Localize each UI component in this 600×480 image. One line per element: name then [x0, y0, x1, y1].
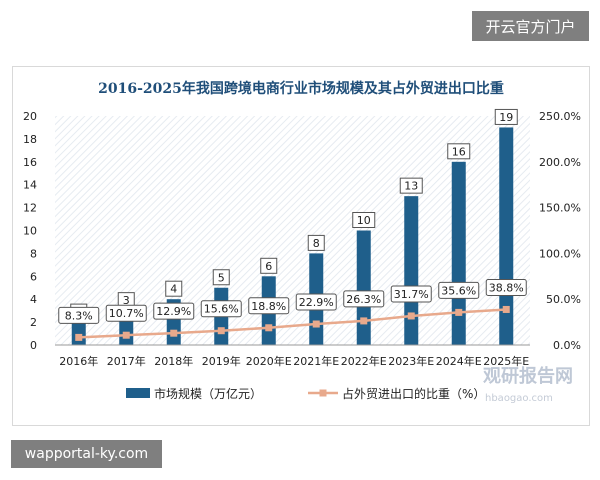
- legend-label-bar: 市场规模（万亿元）: [154, 386, 262, 401]
- percent-value-box: [200, 300, 242, 318]
- percent-value-label: 10.7%: [109, 307, 144, 320]
- percent-value-box: [105, 304, 147, 322]
- percent-value-label: 15.6%: [204, 303, 239, 316]
- bar: [356, 230, 371, 345]
- y-left-tick-label: 20: [23, 110, 37, 123]
- bar-value-box: [165, 280, 183, 297]
- percent-value-label: 35.6%: [441, 284, 476, 297]
- watermark-url: hbaogao.com: [485, 393, 553, 404]
- bar-value-box: [307, 234, 325, 251]
- y-right-tick-label: 50.0%: [546, 293, 581, 306]
- percent-value-box: [343, 290, 385, 308]
- percent-marker: [265, 324, 273, 332]
- bar-value-label: 10: [357, 214, 371, 227]
- percent-marker: [217, 327, 225, 335]
- bar: [451, 161, 466, 345]
- bar-value-box: [352, 212, 376, 228]
- bar-value-label: 3: [123, 294, 130, 307]
- legend-swatch-bar: [126, 388, 150, 398]
- chart-svg: 2016-2025年我国跨境电商行业市场规模及其占外贸进出口比重 0 2 4 6 8 10 1…: [23, 80, 581, 404]
- y-left-tick-label: 4: [30, 293, 37, 306]
- percent-value-label: 18.8%: [251, 300, 286, 313]
- bar-value-label: 19: [499, 111, 513, 124]
- bar-value-label: 6: [265, 260, 272, 273]
- bar-value-box: [212, 269, 230, 286]
- y-right-tick-label: 100.0%: [539, 247, 581, 260]
- legend-label-line: 占外贸进出口的比重（%）: [342, 386, 485, 401]
- percent-marker: [170, 329, 178, 337]
- percent-marker: [312, 320, 320, 328]
- percent-value-box: [295, 293, 337, 311]
- percent-marker: [75, 333, 83, 341]
- x-category-label: 2017年: [107, 354, 146, 368]
- percent-value-box: [58, 306, 100, 324]
- y-right-tick-label: 200.0%: [539, 156, 581, 169]
- chart-panel: 2016-2025年我国跨境电商行业市场规模及其占外贸进出口比重 0 2 4 6 8 10 1…: [12, 66, 590, 426]
- bar-value-label: 4: [170, 283, 177, 296]
- y-left-tick-label: 6: [30, 270, 37, 283]
- percent-value-label: 38.8%: [489, 281, 524, 294]
- bar-value-box: [260, 257, 278, 274]
- bar-value-box: [447, 143, 471, 160]
- y-left-tick-label: 18: [23, 133, 37, 146]
- bar-value-label: 13: [404, 180, 418, 193]
- x-category-label: 2019年: [202, 354, 241, 368]
- y-right-tick-label: 0.0%: [553, 339, 581, 352]
- x-category-label: 2016年: [59, 354, 98, 368]
- percent-value-box: [153, 302, 195, 320]
- chart-legend: 市场规模（万亿元） 占外贸进出口的比重（%）: [126, 386, 485, 401]
- percent-value-label: 22.9%: [299, 296, 334, 309]
- top-badge: 开云官方门户: [472, 11, 589, 41]
- y-right-tick-label: 150.0%: [539, 202, 581, 215]
- bottom-badge: wapportal-ky.com: [11, 440, 162, 468]
- bar: [404, 196, 419, 345]
- percent-value-box: [438, 281, 480, 299]
- percent-marker: [502, 305, 510, 313]
- x-category-label: 2025年E: [483, 354, 529, 368]
- y-left-tick-label: 10: [23, 225, 37, 238]
- percent-value-box: [248, 297, 290, 315]
- bar-value-box: [494, 108, 518, 125]
- legend-swatch-marker: [319, 389, 327, 397]
- bar-value-box: [399, 177, 423, 194]
- percent-value-label: 31.7%: [394, 288, 429, 301]
- y-left-tick-label: 2: [30, 316, 37, 329]
- x-category-label: 2020年E: [246, 354, 292, 368]
- x-category-label: 2024年E: [436, 354, 482, 368]
- y-right-tick-label: 250.0%: [539, 110, 581, 123]
- percent-value-label: 26.3%: [346, 293, 381, 306]
- percent-value-label: 12.9%: [156, 305, 191, 318]
- chart-title: 2016-2025年我国跨境电商行业市场规模及其占外贸进出口比重: [98, 80, 504, 97]
- y-left-tick-label: 14: [23, 179, 37, 192]
- y-left-tick-label: 12: [23, 202, 37, 215]
- percent-marker: [122, 331, 130, 339]
- percent-value-box: [390, 285, 432, 303]
- percent-marker: [455, 308, 463, 316]
- bar-value-label: 8: [313, 237, 320, 250]
- y-left-tick-label: 0: [30, 339, 37, 352]
- y-left-tick-label: 8: [30, 247, 37, 260]
- bar-value-label: 5: [218, 271, 225, 284]
- bar-value-label: 16: [452, 145, 466, 158]
- x-category-label: 2021年E: [293, 354, 339, 368]
- percent-value-label: 8.3%: [65, 309, 93, 322]
- y-left-tick-label: 16: [23, 156, 37, 169]
- percent-marker: [407, 312, 415, 320]
- percent-marker: [360, 317, 368, 325]
- bar: [71, 322, 86, 345]
- watermark-text: 观研报告网: [483, 365, 573, 387]
- x-category-label: 2018年: [154, 354, 193, 368]
- x-category-label: 2023年E: [388, 354, 434, 368]
- percent-value-box: [485, 278, 527, 296]
- x-category-label: 2022年E: [341, 354, 387, 368]
- percent-line: [78, 308, 507, 339]
